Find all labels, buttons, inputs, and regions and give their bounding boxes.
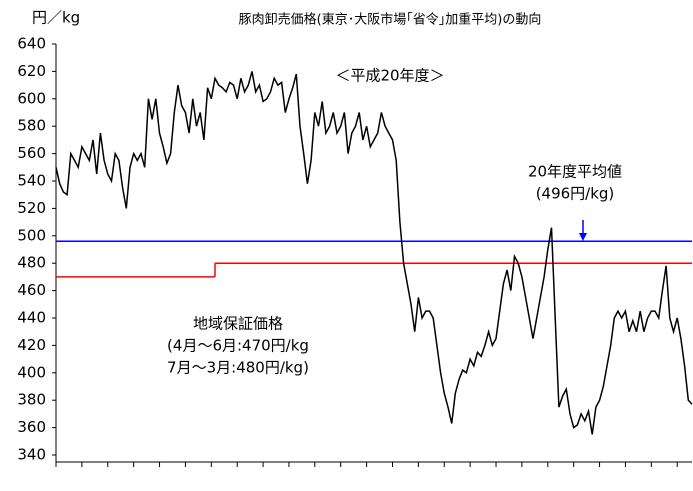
subtitle: ＜平成20年度＞: [335, 67, 444, 85]
guarantee-label: (4月～6月:470円/kg: [167, 337, 309, 355]
y-tick-label: 640: [17, 35, 46, 53]
y-tick-label: 420: [17, 336, 46, 354]
average-arrowhead: [579, 233, 587, 241]
chart-title: 豚肉卸売価格(東京･大阪市場｢省令｣加重平均)の動向: [239, 12, 542, 28]
y-tick-label: 460: [17, 281, 46, 299]
y-tick-label: 400: [17, 363, 46, 381]
y-tick-label: 520: [17, 199, 46, 217]
y-axis-label: 円／kg: [32, 9, 80, 27]
y-tick-label: 580: [17, 117, 46, 135]
y-tick-label: 340: [17, 446, 46, 464]
average-label: (496円/kg): [536, 185, 615, 203]
average-label: 20年度平均値: [528, 163, 622, 181]
y-tick-label: 380: [17, 391, 46, 409]
y-tick-label: 600: [17, 89, 46, 107]
y-tick-label: 540: [17, 172, 46, 190]
y-tick-label: 440: [17, 309, 46, 327]
y-tick-label: 360: [17, 418, 46, 436]
y-tick-label: 620: [17, 62, 46, 80]
y-tick-label: 500: [17, 226, 46, 244]
y-tick-label: 560: [17, 144, 46, 162]
guarantee-label: 7月～3月:480円/kg): [167, 359, 309, 377]
price-line: [55, 71, 693, 435]
y-tick-label: 480: [17, 254, 46, 272]
guarantee-label: 地域保証価格: [193, 315, 283, 333]
